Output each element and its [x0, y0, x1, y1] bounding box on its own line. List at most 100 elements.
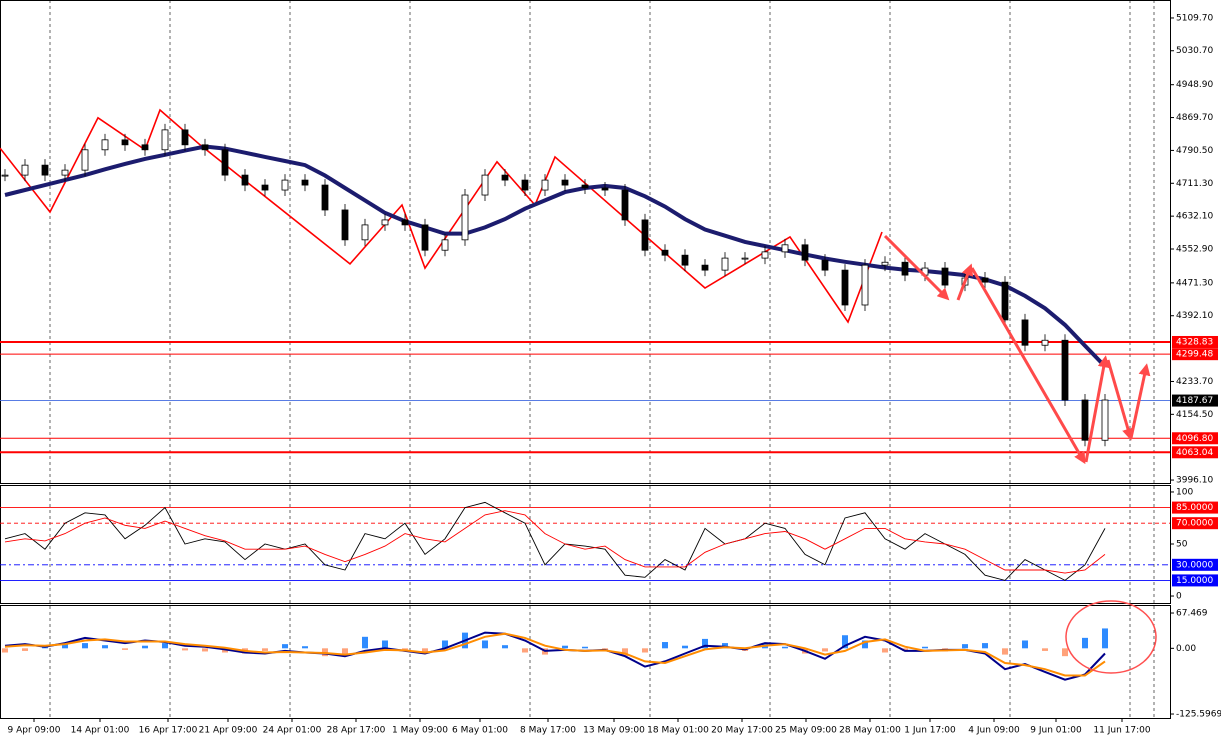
histogram-bar: [982, 643, 988, 649]
x-tick-label: 9 Apr 09:00: [8, 726, 61, 736]
x-tick-label: 14 Apr 01:00: [71, 726, 130, 736]
histogram-bar: [162, 643, 168, 649]
x-tick-label: 1 Jun 17:00: [904, 726, 956, 736]
candle: [841, 269, 849, 306]
y-tick-label: 100: [1176, 487, 1193, 497]
histogram-bar: [142, 645, 148, 649]
candle: [581, 184, 589, 189]
candle: [941, 267, 949, 286]
y-tick-label: 5109.70: [1176, 13, 1213, 23]
histogram-bar: [1002, 648, 1008, 655]
histogram-bar: [522, 648, 528, 653]
x-tick-label: 28 Apr 17:00: [327, 726, 386, 736]
x-tick-label: 25 May 09:00: [775, 726, 837, 736]
level-label: 30.0000: [1176, 560, 1213, 570]
stochastic-line: [4, 510, 1106, 574]
level-label-box: [1172, 432, 1218, 445]
level-label: 85.0000: [1176, 503, 1213, 513]
candle: [241, 174, 249, 186]
candle: [61, 169, 69, 176]
candle: [701, 264, 709, 271]
panel-frame: [0, 605, 1171, 719]
level-label: 4299.48: [1176, 350, 1213, 360]
candle: [641, 219, 649, 251]
candle: [1101, 399, 1109, 441]
y-tick-label: 4392.10: [1176, 311, 1213, 321]
histogram-bar: [702, 638, 708, 649]
histogram-bar: [2, 648, 8, 653]
y-tick-label: 4948.90: [1176, 80, 1213, 90]
candle: [101, 139, 109, 151]
candle: [781, 244, 789, 253]
histogram-bar: [782, 646, 788, 649]
candle: [721, 257, 729, 271]
y-tick-label: 3996.10: [1176, 476, 1213, 486]
histogram-bar: [362, 636, 368, 649]
candle: [401, 219, 409, 226]
y-tick-label: -125.5969: [1176, 710, 1221, 720]
level-label-box: [1172, 446, 1218, 459]
candle: [761, 251, 769, 259]
candle: [501, 174, 509, 181]
histogram-bar: [1022, 640, 1028, 649]
level-label: 4063.04: [1176, 448, 1213, 458]
histogram-bar: [1102, 628, 1108, 649]
candle: [801, 244, 809, 261]
histogram-bar: [902, 648, 908, 651]
candle: [561, 179, 569, 186]
candle: [381, 219, 389, 226]
arrow: [956, 263, 974, 301]
histogram-bar: [62, 644, 68, 649]
candle: [161, 129, 169, 151]
candle: [341, 209, 349, 241]
candle: [821, 259, 829, 271]
candle: [661, 249, 669, 256]
candle: [261, 184, 269, 191]
histogram-bar: [842, 635, 848, 649]
arrow: [883, 234, 950, 301]
candle: [741, 257, 749, 260]
candle: [1041, 339, 1049, 346]
zigzag: [0, 108, 883, 324]
level-label-box: [1172, 517, 1218, 530]
x-tick-label: 11 Jun 17:00: [1093, 726, 1150, 736]
y-tick-label: 4471.30: [1176, 278, 1213, 288]
candle: [321, 184, 329, 211]
arrow: [1129, 363, 1151, 439]
y-tick-label: 4632.10: [1176, 212, 1213, 222]
y-tick-label: 4711.30: [1176, 179, 1213, 189]
candle: [281, 179, 289, 191]
level-label: 4328.83: [1176, 337, 1213, 347]
candle: [621, 189, 629, 221]
candle: [121, 139, 129, 146]
histogram-bar: [1042, 648, 1048, 651]
x-tick-label: 1 May 09:00: [392, 726, 448, 736]
histogram-bar: [122, 648, 128, 650]
candle: [1081, 399, 1089, 441]
histogram-bar: [422, 648, 428, 653]
histogram-bar: [962, 644, 968, 649]
histogram-bar: [562, 645, 568, 649]
histogram-bar: [442, 640, 448, 649]
y-tick-label: 0: [1176, 592, 1182, 602]
level-label: 15.0000: [1176, 576, 1213, 586]
histogram-bar: [662, 642, 668, 649]
candle: [301, 179, 309, 186]
histogram-bar: [182, 648, 188, 651]
candle: [21, 164, 29, 176]
histogram-bar: [922, 646, 928, 649]
x-tick-label: 4 Jun 09:00: [968, 726, 1020, 736]
candle: [141, 144, 149, 151]
histogram-bar: [862, 640, 868, 649]
candle: [1, 174, 9, 177]
arrow: [970, 267, 1086, 465]
histogram-bar: [202, 648, 208, 652]
candle: [601, 187, 609, 191]
histogram-bar: [402, 648, 408, 650]
candle: [441, 239, 449, 251]
y-tick-label: 4233.70: [1176, 377, 1213, 387]
histogram-bar: [102, 645, 108, 649]
x-tick-label: 9 Jun 01:00: [1030, 726, 1082, 736]
